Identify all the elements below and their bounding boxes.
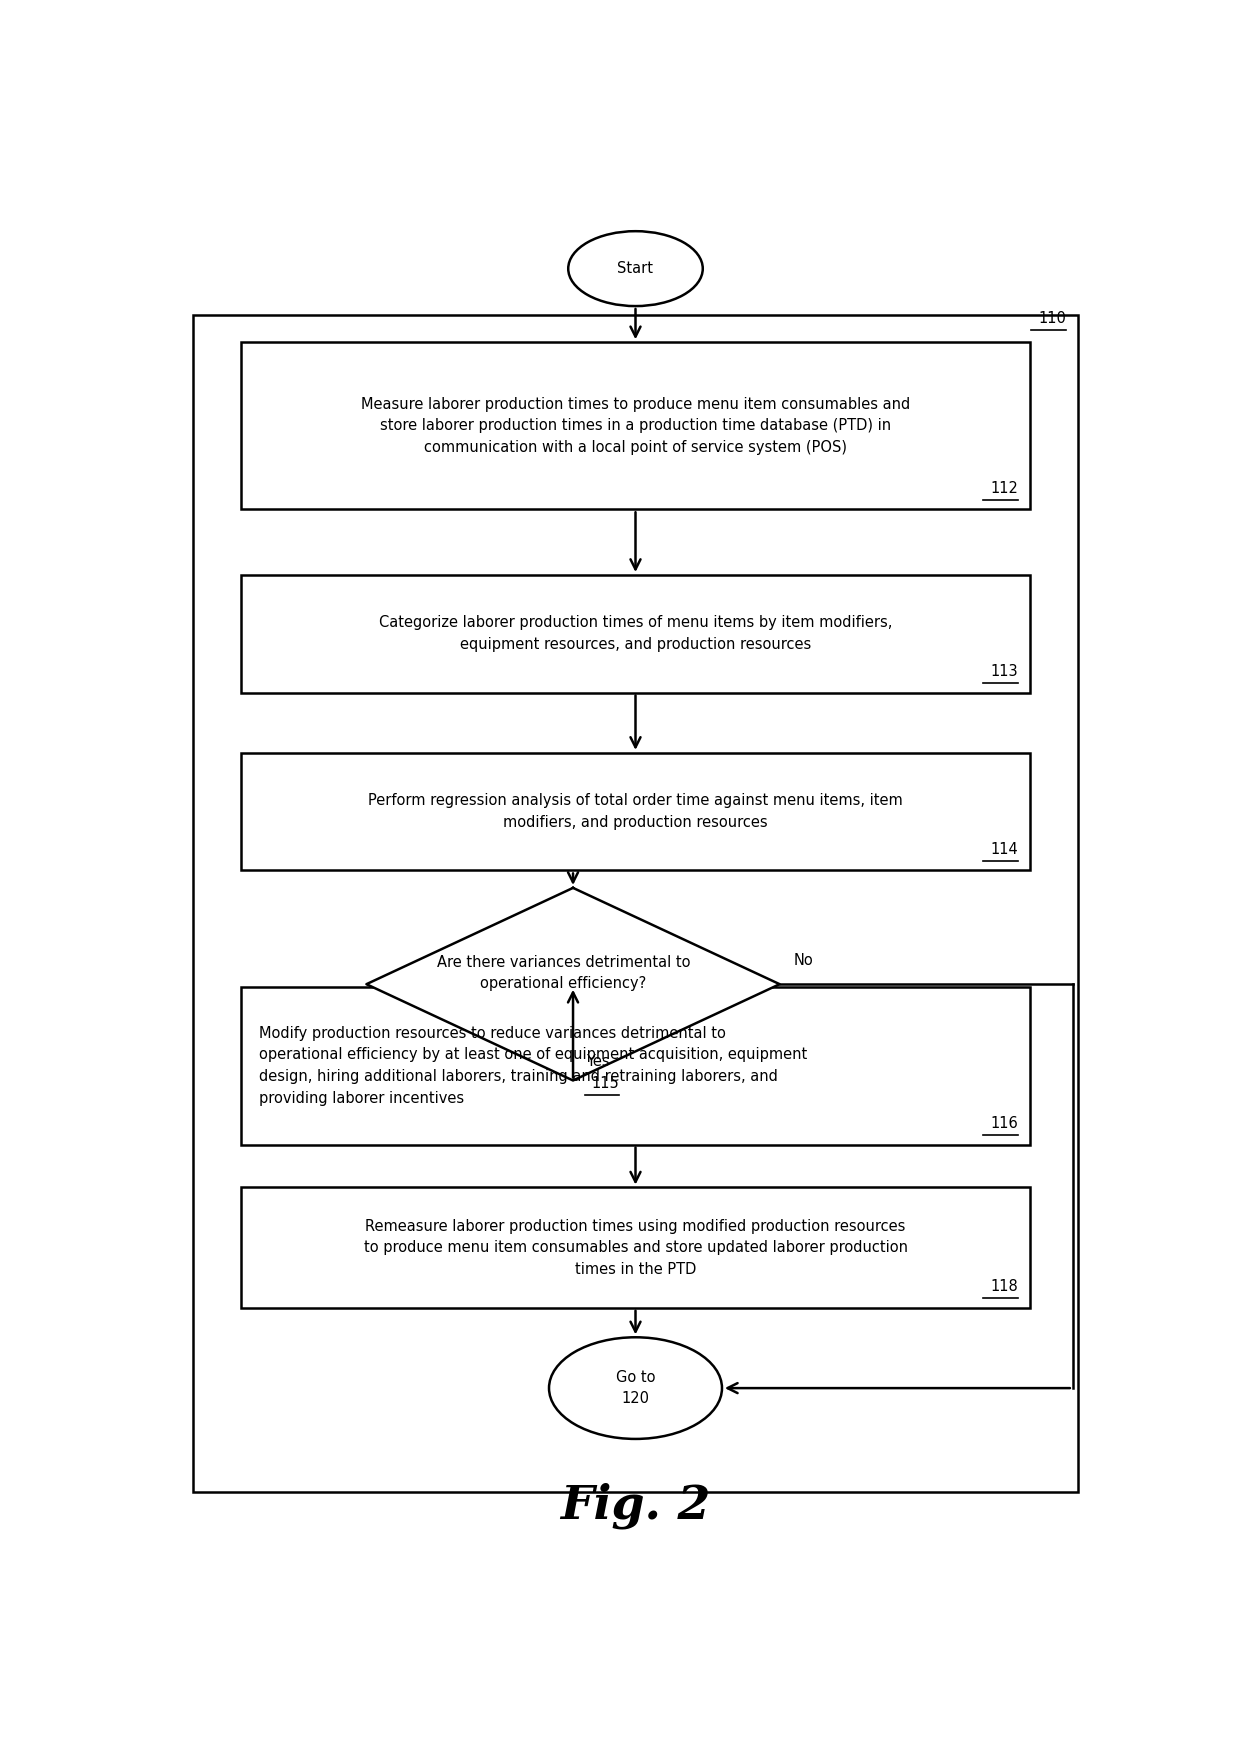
Text: Go to
120: Go to 120 (616, 1370, 655, 1407)
Text: 112: 112 (990, 481, 1018, 497)
Bar (193, 316, 1078, 1492)
Text: 113: 113 (991, 664, 1018, 679)
Bar (242, 342, 1029, 509)
Text: 116: 116 (991, 1117, 1018, 1131)
Text: 118: 118 (991, 1280, 1018, 1294)
Text: Are there variances detrimental to
operational efficiency?: Are there variances detrimental to opera… (436, 955, 691, 992)
Polygon shape (367, 888, 780, 1080)
Text: 115: 115 (591, 1077, 619, 1091)
Text: Modify production resources to reduce variances detrimental to
operational effic: Modify production resources to reduce va… (259, 1027, 807, 1106)
Ellipse shape (568, 231, 703, 306)
Text: Remeasure laborer production times using modified production resources
to produc: Remeasure laborer production times using… (363, 1219, 908, 1277)
Text: Perform regression analysis of total order time against menu items, item
modifie: Perform regression analysis of total ord… (368, 794, 903, 830)
Text: No: No (794, 954, 813, 968)
Ellipse shape (549, 1337, 722, 1438)
Text: 114: 114 (991, 842, 1018, 856)
Text: Yes: Yes (585, 1054, 609, 1070)
Text: 110: 110 (1038, 311, 1066, 327)
Bar (242, 575, 1029, 693)
Text: Categorize laborer production times of menu items by item modifiers,
equipment r: Categorize laborer production times of m… (378, 615, 893, 651)
Bar (242, 987, 1029, 1145)
Bar (242, 1188, 1029, 1308)
Text: Start: Start (618, 261, 653, 276)
Text: Fig. 2: Fig. 2 (560, 1483, 711, 1529)
Text: Measure laborer production times to produce menu item consumables and
store labo: Measure laborer production times to prod… (361, 396, 910, 455)
Bar (242, 752, 1029, 870)
